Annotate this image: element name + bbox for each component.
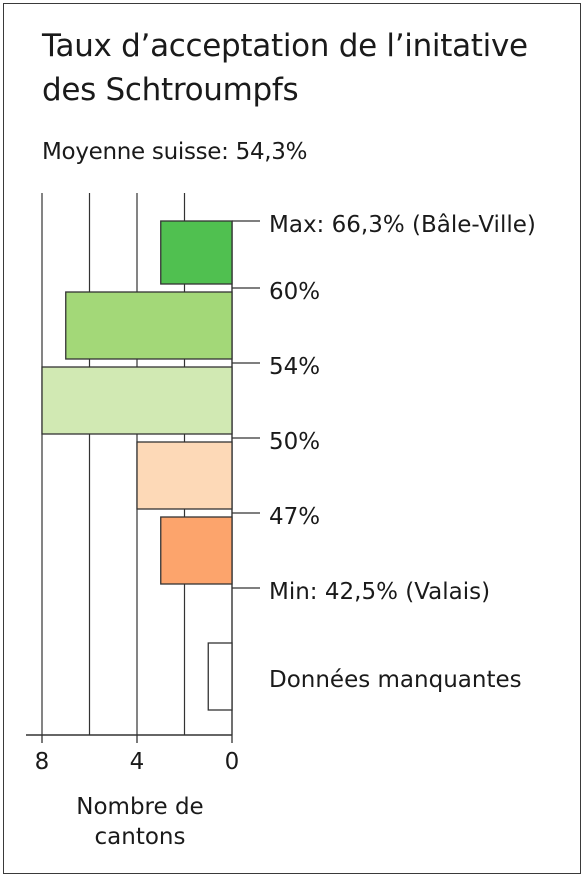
bar-missing-data bbox=[207, 642, 233, 711]
boundary-label: Max: 66,3% (Bâle-Ville) bbox=[269, 212, 536, 238]
chart-frame bbox=[3, 3, 581, 874]
bar bbox=[65, 291, 233, 360]
chart-title-line-2: des Schtroumpfs bbox=[42, 72, 299, 108]
x-tick-label: 8 bbox=[35, 749, 50, 775]
bar bbox=[41, 366, 233, 435]
chart-subtitle: Moyenne suisse: 54,3% bbox=[42, 139, 308, 165]
missing-data-label: Données manquantes bbox=[269, 667, 522, 693]
x-tick-label: 4 bbox=[130, 749, 145, 775]
boundary-label: 47% bbox=[269, 504, 320, 530]
x-axis-label: Nombre de bbox=[76, 794, 203, 820]
chart-title-line-1: Taux d’acceptation de l’initative bbox=[42, 28, 528, 64]
boundary-label: 54% bbox=[269, 354, 320, 380]
bar bbox=[160, 516, 233, 585]
x-tick-label: 0 bbox=[225, 749, 240, 775]
chart-title: Taux d’acceptation de l’initative des Sc… bbox=[42, 24, 562, 112]
boundary-label: Min: 42,5% (Valais) bbox=[269, 579, 490, 605]
bar bbox=[160, 220, 233, 285]
boundary-label: 60% bbox=[269, 279, 320, 305]
boundary-label: 50% bbox=[269, 429, 320, 455]
bar bbox=[136, 441, 233, 510]
x-axis-label: cantons bbox=[95, 824, 186, 850]
